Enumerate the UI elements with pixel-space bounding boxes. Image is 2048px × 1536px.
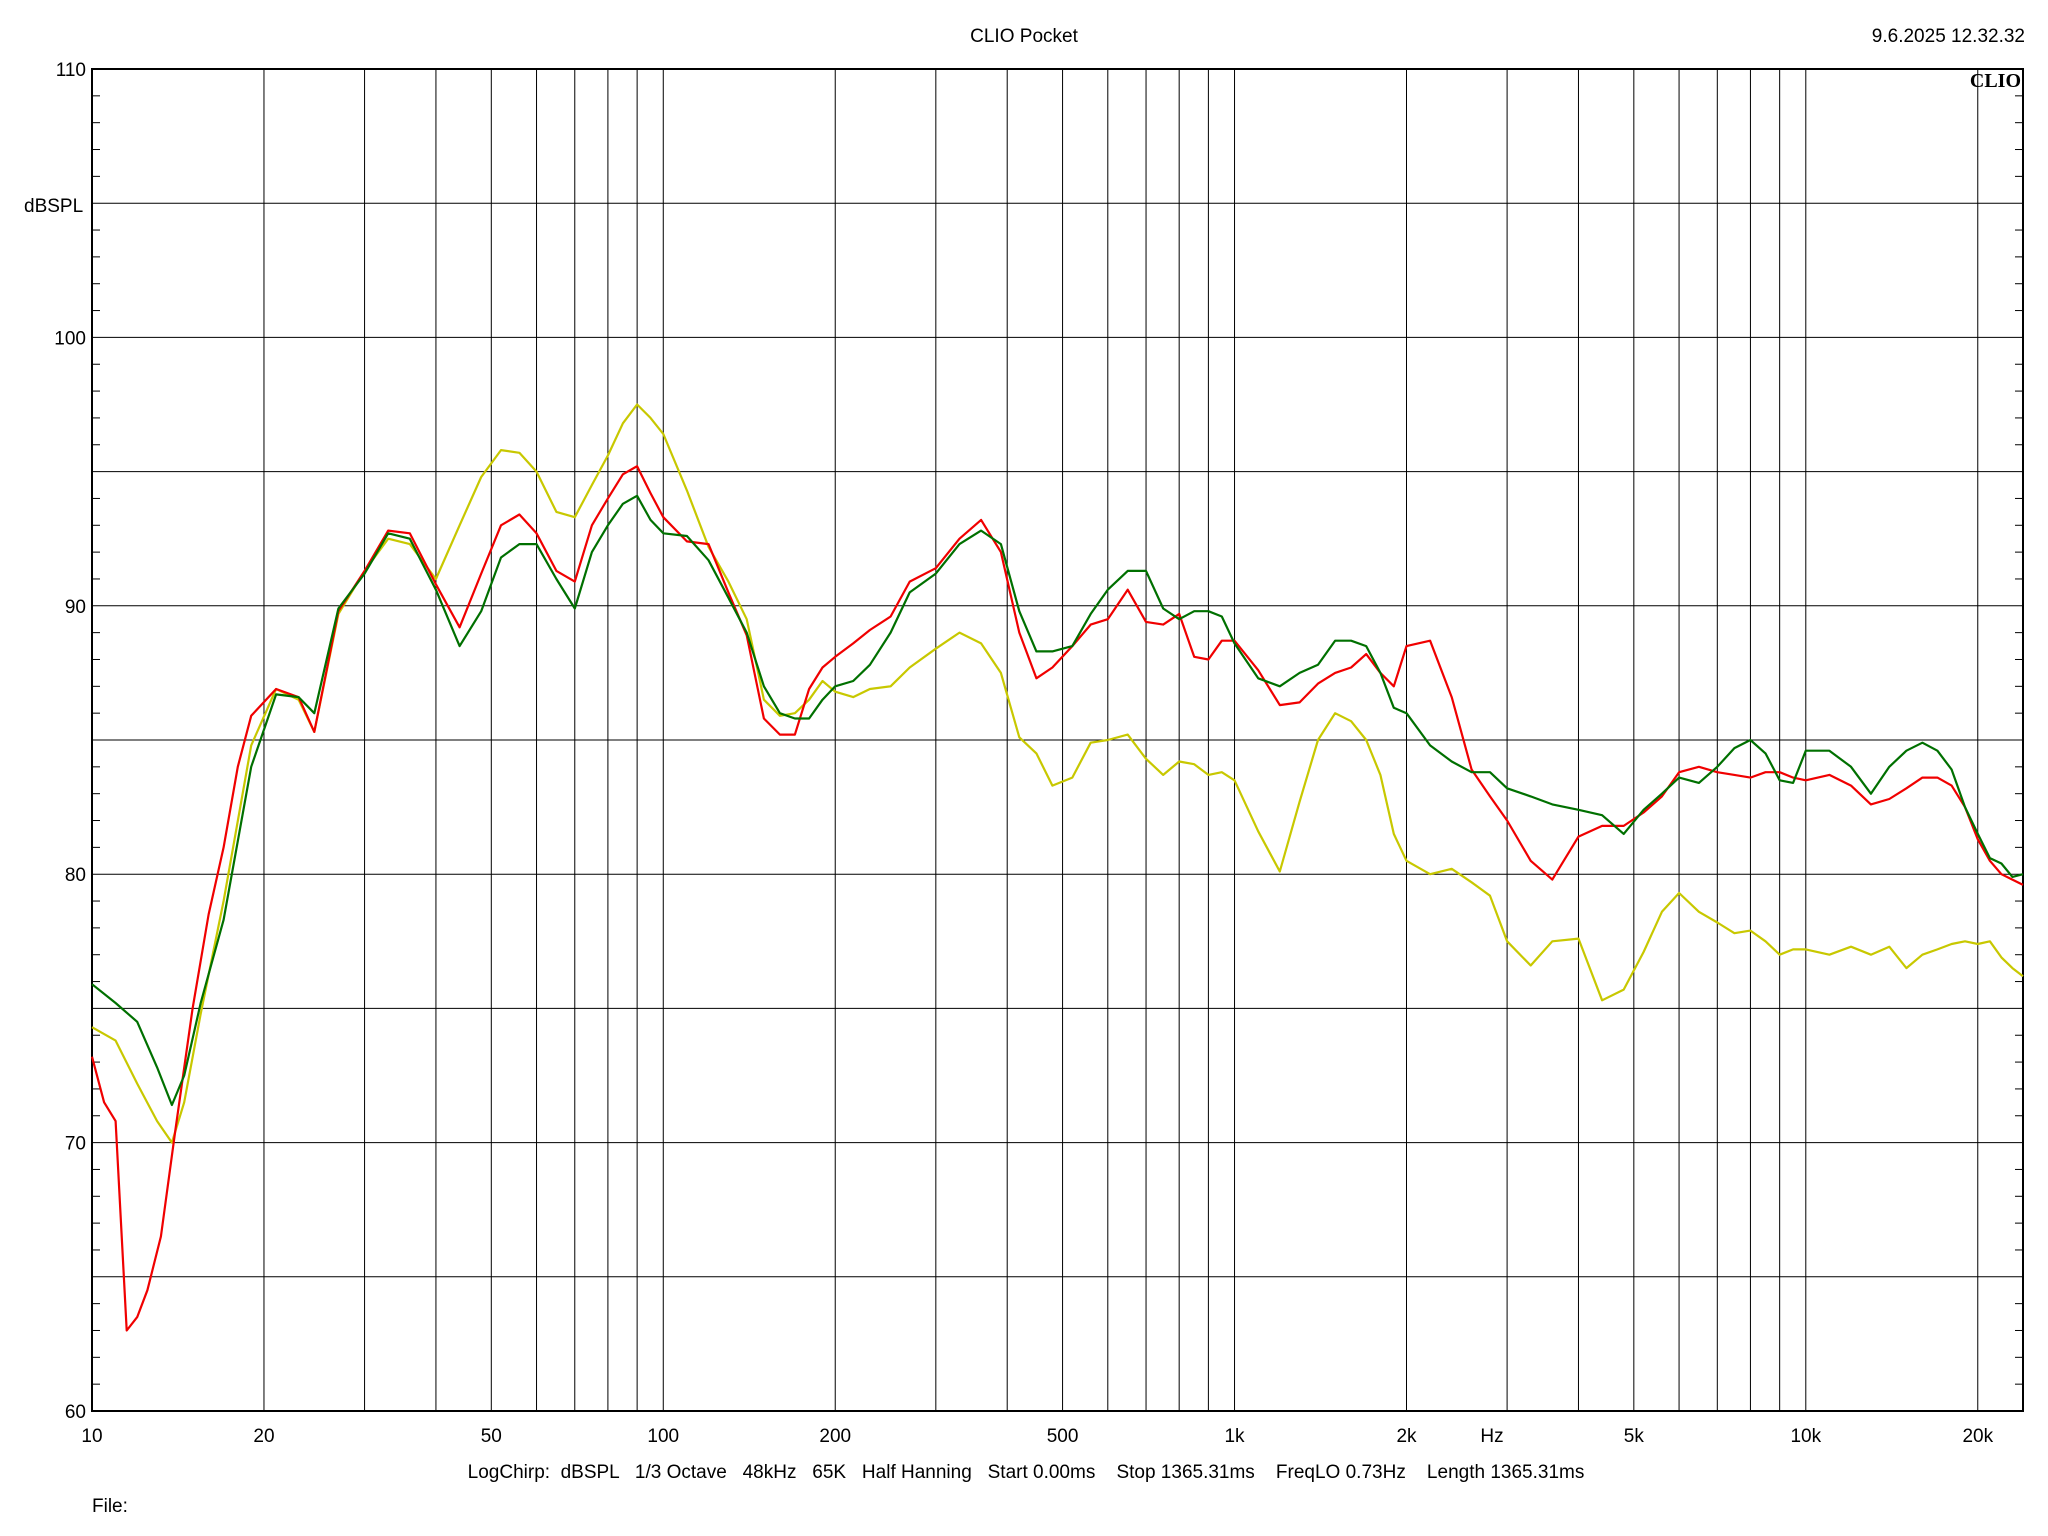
tick-labels: 10 20 50 100 200 500 1k 2k 5k 10k 20k 60 70 80 90 100 11… <box>54 60 1993 1447</box>
x-axis-label: Hz <box>1480 1426 1503 1447</box>
series-line-3 <box>91 494 2024 1107</box>
file-label: File: <box>92 1496 128 1517</box>
y-tick-label: 110 <box>56 60 86 81</box>
series-line-1 <box>91 403 2024 1144</box>
y-tick-label: 100 <box>54 328 86 349</box>
x-tick-label: 5k <box>1624 1426 1645 1447</box>
x-tick-label: 100 <box>647 1426 679 1447</box>
x-tick-label: 10k <box>1790 1426 1821 1447</box>
series-line-2 <box>90 465 2024 1332</box>
y-tick-label: 60 <box>65 1402 86 1423</box>
x-tick-label: 1k <box>1224 1426 1245 1447</box>
x-tick-label: 10 <box>81 1426 102 1447</box>
measurement-settings: LogChirp: dBSPL 1/3 Octave 48kHz 65K Hal… <box>468 1462 1585 1483</box>
x-tick-label: 200 <box>819 1426 851 1447</box>
plot-frame <box>91 68 2024 1412</box>
y-tick-label: 90 <box>65 597 86 618</box>
x-tick-label: 20k <box>1962 1426 1993 1447</box>
y-axis-label: dBSPL <box>24 196 83 217</box>
timestamp: 9.6.2025 12.32.32 <box>1872 26 2025 47</box>
chart-title: CLIO Pocket <box>970 26 1078 47</box>
x-tick-label: 20 <box>253 1426 274 1447</box>
series-lines <box>90 403 2024 1332</box>
y-tick-label: 80 <box>65 865 86 886</box>
y-tick-label: 70 <box>65 1134 86 1155</box>
grid <box>92 69 2023 1411</box>
x-tick-label: 50 <box>481 1426 502 1447</box>
x-tick-label: 500 <box>1047 1426 1079 1447</box>
clio-logo: CLIO <box>1970 70 2021 92</box>
x-tick-label: 2k <box>1396 1426 1417 1447</box>
